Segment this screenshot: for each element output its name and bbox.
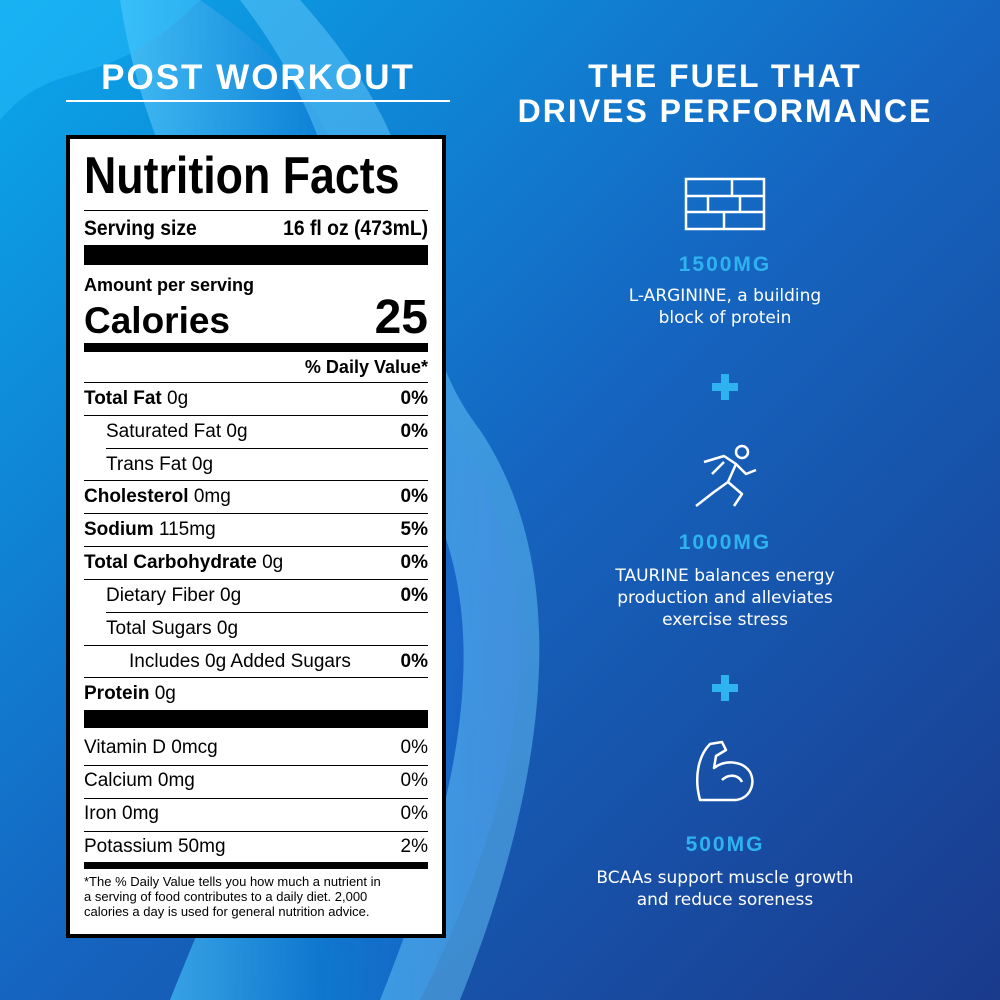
rule-line <box>84 245 428 265</box>
nutrient-name: Sodium <box>84 519 154 540</box>
vitamin-dv: 2% <box>400 836 428 857</box>
rule-line <box>106 448 428 449</box>
rule-line <box>84 798 428 799</box>
nutrient-dv: 5% <box>400 519 428 540</box>
rule-line <box>84 677 428 678</box>
rule-line <box>84 415 428 416</box>
nutrient-row: Saturated Fat 0g 0% <box>84 417 428 447</box>
nutrient-amount: 0g <box>226 421 248 442</box>
nutrient-amount: 0g <box>167 388 189 409</box>
serving-value: 16 fl oz (473mL) <box>283 217 429 240</box>
nutrient-dv: 0% <box>400 585 428 606</box>
footnote: a serving of food contributes to a daily… <box>84 889 368 904</box>
nutrient-row: Protein 0g <box>84 679 428 709</box>
benefit-amount: 1000MG <box>678 531 772 554</box>
serving-label: Serving size <box>84 217 197 240</box>
nutrient-name: Cholesterol <box>84 486 189 507</box>
icon-arm <box>696 740 754 802</box>
nutrient-dv: 0% <box>400 651 428 672</box>
icon-blocks <box>684 177 766 231</box>
benefit-amount: 500MG <box>685 833 765 856</box>
nutrient-amount: 115mg <box>158 519 216 540</box>
nutrient-amount: 0mg <box>193 486 231 507</box>
rule-line <box>84 579 428 580</box>
dv-header: % Daily Value* <box>304 357 428 377</box>
nutrient-row: Dietary Fiber 0g 0% <box>84 581 428 611</box>
footnote: calories a day is used for general nutri… <box>84 904 370 919</box>
amount-per-serving: Amount per serving <box>84 275 255 295</box>
nutrient-name: Total Sugars <box>106 618 212 639</box>
rule-line <box>84 480 428 481</box>
rule-line <box>84 765 428 766</box>
nutrient-name: Dietary Fiber <box>106 585 215 606</box>
block: Serving size 16 fl oz (473mL) <box>84 214 428 244</box>
nutrition-panel <box>66 135 446 938</box>
nutrient-amount: 0g <box>216 618 239 639</box>
nutrient-row: Includes 0g Added Sugars 0% <box>84 647 428 677</box>
plus-icon <box>712 374 738 400</box>
rule-line <box>84 343 428 352</box>
rule-line <box>84 546 428 547</box>
vitamin-row: Calcium 0mg 0% <box>84 766 428 796</box>
benefit-description: exercise stress <box>662 610 788 630</box>
benefit-description: L-ARGININE, a building <box>628 286 822 306</box>
nutrient-dv: 0% <box>400 421 428 442</box>
vitamin-row: Iron 0mg 0% <box>84 799 428 829</box>
nutrient-amount: 0g <box>220 585 242 606</box>
nutrient-name: Total Carbohydrate <box>84 552 257 573</box>
benefit-description: and reduce soreness <box>636 890 814 910</box>
benefits-title: THE FUEL THAT <box>588 58 862 94</box>
plus-icon <box>712 675 738 701</box>
nutrient-dv: 0% <box>400 552 428 573</box>
vitamin-row: Potassium 50mg 2% <box>84 832 428 862</box>
nutrient-row: Total Sugars 0g <box>84 614 428 644</box>
calories-value: 25 <box>374 291 428 344</box>
vitamin-name: Calcium 0mg <box>84 770 195 791</box>
benefit-description: TAURINE balances energy <box>615 566 835 586</box>
calories-label: Calories <box>84 300 231 341</box>
nutrient-row: Sodium 115mg 5% <box>84 515 428 545</box>
vitamin-dv: 0% <box>400 737 428 758</box>
nutrient-name: Includes 0g Added Sugars <box>129 651 351 672</box>
rule-line <box>84 513 428 514</box>
vitamin-row: Vitamin D 0mcg 0% <box>84 733 428 763</box>
vitamin-dv: 0% <box>400 803 428 824</box>
nutrient-row: Total Carbohydrate 0g 0% <box>84 548 428 578</box>
footnote: *The % Daily Value tells you how much a … <box>84 874 381 889</box>
rule-line <box>84 645 428 646</box>
nutrient-amount: 0g <box>262 552 284 573</box>
nutrient-name: Protein <box>84 683 150 704</box>
vitamin-name: Vitamin D 0mcg <box>84 737 218 758</box>
nutrient-amount: 0g <box>191 454 214 475</box>
vitamin-name: Potassium 50mg <box>84 836 226 857</box>
nutrient-dv: 0% <box>400 388 428 409</box>
benefit-description: production and alleviates <box>617 588 833 608</box>
icon-runner <box>695 444 757 507</box>
vitamin-dv: 0% <box>400 770 428 791</box>
benefits-title: DRIVES PERFORMANCE <box>517 93 933 129</box>
nutrient-amount: 0g <box>154 683 176 704</box>
rule-line <box>84 382 428 383</box>
nutrient-name: Total Fat <box>84 388 162 409</box>
header-title: POST WORKOUT <box>66 58 450 102</box>
benefit-description: BCAAs support muscle growth <box>596 868 854 888</box>
nutrient-row: Trans Fat 0g <box>84 450 428 480</box>
rule-line <box>84 831 428 832</box>
benefit-description: block of protein <box>658 308 792 328</box>
rule-line <box>84 862 428 869</box>
vitamin-name: Iron 0mg <box>84 803 159 824</box>
rule-line <box>84 210 428 211</box>
nutrient-name: Saturated Fat <box>106 421 222 442</box>
rule-line <box>106 612 428 613</box>
benefit-amount: 1500MG <box>678 253 772 276</box>
nutrient-row: Total Fat 0g 0% <box>84 384 428 414</box>
nutrient-dv: 0% <box>400 486 428 507</box>
nutrient-name: Trans Fat <box>106 454 187 475</box>
rule-line <box>84 710 428 728</box>
nf-title: Nutrition Facts <box>84 147 400 205</box>
nutrient-row: Cholesterol 0mg 0% <box>84 482 428 512</box>
